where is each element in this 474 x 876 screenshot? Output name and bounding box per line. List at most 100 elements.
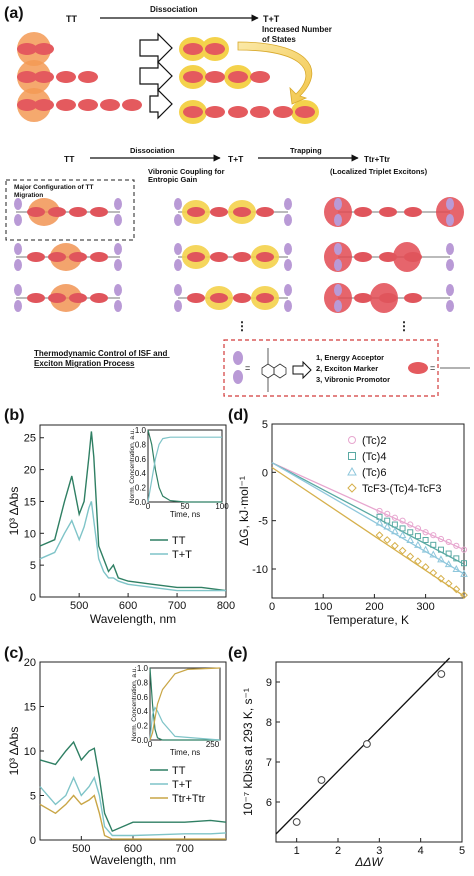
x-tick-label: 700	[175, 843, 193, 855]
series-line-T+T	[39, 501, 226, 592]
data-point	[421, 563, 430, 571]
inset-y-tick: 0.0	[135, 498, 147, 507]
inset-frame	[149, 667, 221, 741]
y-tick-label: 25	[24, 433, 36, 445]
panel-c-label: (c)	[4, 645, 24, 662]
inset-x-tick: 250	[206, 740, 220, 749]
data-point	[406, 552, 415, 561]
ellipsis-2: ⋮	[398, 319, 410, 333]
x-tick-label: 500	[70, 600, 88, 612]
x-tick-label: 300	[416, 601, 434, 613]
legend-label: T+T	[172, 779, 192, 791]
data-point	[422, 537, 429, 543]
y-tick-label: 0	[262, 467, 268, 479]
y-axis-label: 10³ ΔAbs	[7, 487, 21, 536]
data-point	[444, 579, 453, 588]
top-row-2-molecule	[17, 60, 98, 94]
x-tick-label: 4	[418, 845, 424, 857]
x-tick-label: 600	[124, 843, 142, 855]
top-row-3-product	[179, 100, 319, 124]
panel-d-label: (d)	[228, 407, 248, 424]
data-point	[460, 569, 468, 577]
y-tick-label: 10	[24, 528, 36, 540]
panel-b-label: (b)	[4, 407, 24, 424]
increase-arrow-icon	[237, 41, 313, 105]
data-point	[407, 529, 414, 536]
y-axis-label: ΔG, kJ·mol⁻¹	[237, 476, 251, 546]
legend-label: TT	[172, 535, 186, 547]
inset-y-tick: 0.6	[135, 455, 147, 464]
ellipsis-1: ⋮	[236, 319, 248, 333]
data-point	[407, 521, 414, 528]
data-point	[399, 525, 406, 532]
data-point	[421, 545, 430, 553]
svg-text:=: =	[245, 363, 250, 373]
data-point	[317, 776, 326, 784]
mid-tt-label: TT	[64, 154, 75, 164]
top-row-2-product	[179, 65, 270, 89]
y-tick-label: -5	[258, 516, 268, 528]
increased-states-note: Increased Number of States	[262, 25, 334, 44]
data-point	[430, 532, 437, 539]
x-tick-label: 100	[314, 601, 332, 613]
x-tick-label: 200	[365, 601, 383, 613]
inset-y-tick: 0.8	[137, 678, 149, 687]
x-tick-label: 2	[335, 845, 341, 857]
inset-series-Ttr+Ttr	[149, 667, 221, 741]
top-row-1-molecule	[17, 32, 54, 66]
data-point	[437, 546, 444, 553]
data-point	[460, 546, 468, 553]
inset-series-TT	[147, 429, 222, 503]
data-point	[444, 560, 453, 568]
y-tick-label: 0	[30, 592, 36, 604]
data-point	[437, 574, 445, 583]
y-tick-label: 5	[262, 419, 268, 431]
data-point	[292, 818, 301, 826]
role-2: 2, Exciton Marker	[316, 364, 378, 373]
data-point	[391, 527, 399, 535]
top-dissociation-label: Dissociation	[150, 5, 198, 14]
panel-e-label: (e)	[228, 645, 248, 662]
legend-marker	[348, 436, 356, 444]
data-point	[437, 535, 445, 543]
inset-series-T+T	[149, 706, 221, 741]
tetracene-icon: =	[408, 362, 470, 374]
mid-dissociation-label: Dissociation	[130, 146, 175, 155]
mid-tpt-label: T+T	[228, 154, 244, 164]
panel-d-chart: 0 100 200 300 5 0 -5 -10 Temperature, K ΔG, kJ·mo…	[237, 419, 468, 627]
data-point	[406, 535, 415, 543]
top-tpt-label: T+T	[263, 14, 280, 24]
y-tick-label: 10	[24, 746, 36, 758]
inset-x-label: Time, ns	[170, 748, 200, 757]
x-tick-label: 1	[294, 845, 300, 857]
data-point	[375, 531, 384, 540]
x-tick-label: 3	[376, 845, 382, 857]
thermo-title: Thermodynamic Control of ISF and Exciton…	[34, 349, 170, 368]
series-line-T+T	[39, 775, 227, 837]
series-line-TT	[39, 431, 227, 592]
x-tick-label: 5	[459, 845, 465, 857]
series-line-Ttr+Ttr	[39, 794, 226, 840]
data-point	[376, 507, 383, 515]
series-line-TT	[39, 740, 227, 833]
y-tick-label: 5	[30, 791, 36, 803]
localized-label: (Localized Triplet Excitons)	[330, 167, 428, 176]
y-tick-label: 20	[24, 657, 36, 669]
inset-y-tick: 0.8	[135, 440, 147, 449]
y-tick-label: 8	[266, 717, 272, 729]
legend-label: TT	[172, 765, 186, 777]
roles-box	[223, 339, 439, 397]
inset-y-label: Norm. Concentration, a.u.	[129, 429, 136, 504]
legend-marker	[348, 452, 356, 460]
data-point	[363, 740, 371, 748]
fit-line	[275, 657, 451, 835]
y-tick-label: 20	[24, 465, 36, 477]
inset-y-tick: 0.4	[137, 707, 149, 716]
x-tick-label: 0	[269, 601, 275, 613]
data-point	[429, 550, 438, 558]
x-tick-label: 600	[119, 600, 137, 612]
top-row-3-molecule	[17, 88, 142, 122]
inset-y-tick: 1.0	[137, 664, 149, 673]
data-point	[384, 510, 391, 518]
